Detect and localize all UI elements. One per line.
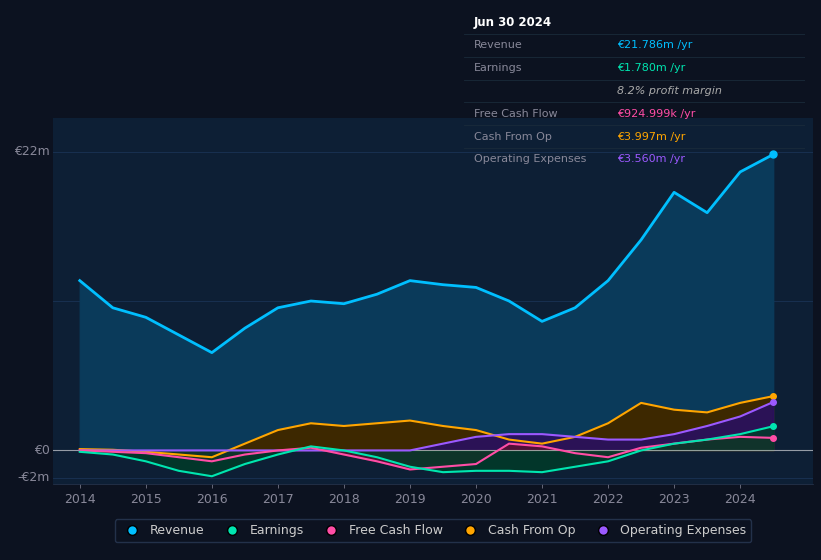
Text: €1.780m /yr: €1.780m /yr — [617, 63, 686, 73]
Text: €21.786m /yr: €21.786m /yr — [617, 40, 693, 50]
Text: €3.560m /yr: €3.560m /yr — [617, 155, 686, 165]
Text: €3.997m /yr: €3.997m /yr — [617, 132, 686, 142]
Text: 8.2% profit margin: 8.2% profit margin — [617, 86, 722, 96]
Text: Jun 30 2024: Jun 30 2024 — [474, 16, 553, 29]
Text: €22m: €22m — [14, 145, 49, 158]
Text: €0: €0 — [34, 444, 49, 457]
Legend: Revenue, Earnings, Free Cash Flow, Cash From Op, Operating Expenses: Revenue, Earnings, Free Cash Flow, Cash … — [115, 519, 751, 542]
Text: -€2m: -€2m — [17, 471, 49, 484]
Text: Cash From Op: Cash From Op — [474, 132, 552, 142]
Text: €924.999k /yr: €924.999k /yr — [617, 109, 695, 119]
Text: Revenue: Revenue — [474, 40, 523, 50]
Text: Earnings: Earnings — [474, 63, 523, 73]
Text: Operating Expenses: Operating Expenses — [474, 155, 586, 165]
Text: Free Cash Flow: Free Cash Flow — [474, 109, 557, 119]
